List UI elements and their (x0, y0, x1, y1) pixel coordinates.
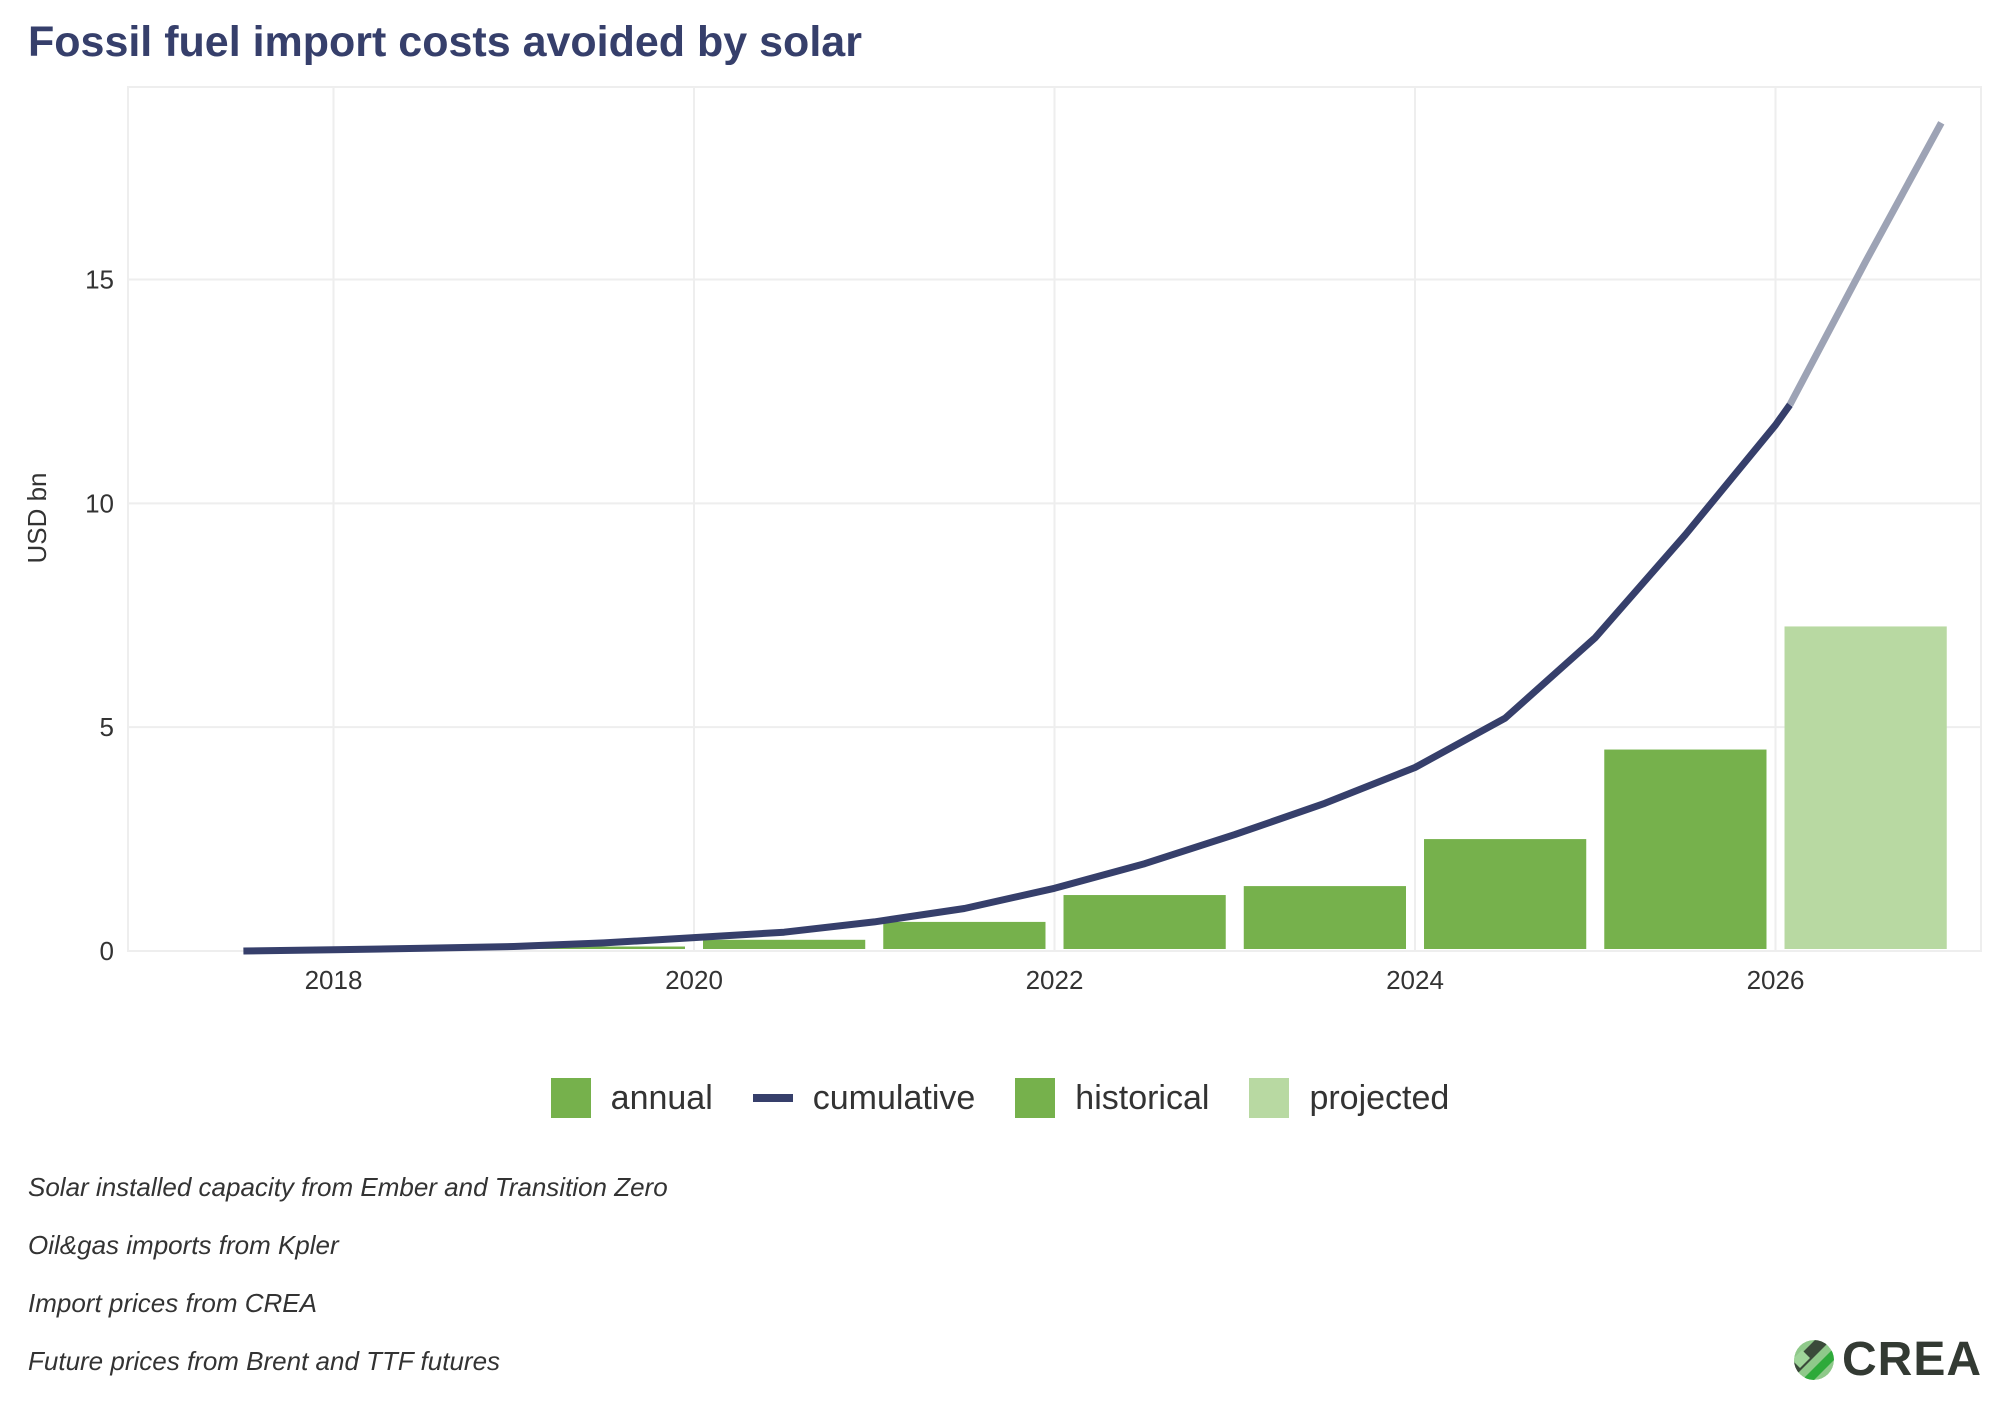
note: Future prices from Brent and TTF futures (28, 1346, 501, 1376)
x-tick-label: 2020 (665, 965, 723, 995)
crea-logo: CREA (1792, 1332, 1982, 1387)
legend-label: annual (610, 1078, 713, 1117)
x-tick-label: 2018 (305, 965, 363, 995)
legend-line-swatch (752, 1094, 793, 1102)
bar-2019 (522, 946, 685, 949)
legend: annual cumulative historical projected (0, 1078, 2000, 1118)
y-tick-label: 5 (100, 712, 114, 742)
bar-2026 (1784, 626, 1947, 949)
x-tick-label: 2022 (1026, 965, 1084, 995)
legend-historical: historical (1015, 1078, 1209, 1118)
legend-label: cumulative (812, 1078, 976, 1117)
legend-swatch (550, 1078, 591, 1118)
bar-2025 (1604, 749, 1767, 949)
legend-label: projected (1309, 1078, 1450, 1117)
note: Solar installed capacity from Ember and … (28, 1172, 668, 1202)
note: Import prices from CREA (28, 1288, 317, 1318)
y-tick-label: 0 (100, 936, 114, 966)
chart: 2018 2020 2022 2024 2026 0 5 10 15 USD bn (22, 86, 1982, 995)
source-notes: Solar installed capacity from Ember and … (28, 1172, 668, 1404)
legend-swatch (1015, 1078, 1056, 1118)
bar-2021 (883, 921, 1046, 949)
cumulative-projected-line (1786, 121, 1945, 407)
legend-projected: projected (1249, 1078, 1449, 1118)
crea-logo-icon (1793, 1339, 1834, 1380)
bar-2023 (1243, 886, 1406, 949)
legend-cumulative: cumulative (752, 1078, 976, 1118)
y-tick-label: 10 (85, 488, 114, 518)
legend-annual: annual (550, 1078, 713, 1118)
x-tick-label: 2024 (1386, 965, 1444, 995)
bar-2022 (1063, 895, 1226, 949)
logo-text: CREA (1841, 1333, 1982, 1386)
y-tick-label: 15 (85, 264, 114, 294)
cumulative-line (243, 402, 1793, 955)
y-axis-label: USD bn (22, 472, 52, 563)
legend-swatch (1249, 1078, 1290, 1118)
bar-2024 (1424, 839, 1587, 949)
legend-label: historical (1075, 1078, 1210, 1117)
chart-title: Fossil fuel import costs avoided by sola… (28, 18, 862, 66)
x-tick-label: 2026 (1747, 965, 1805, 995)
note: Oil&gas imports from Kpler (28, 1230, 339, 1260)
bar-2020 (703, 939, 866, 949)
